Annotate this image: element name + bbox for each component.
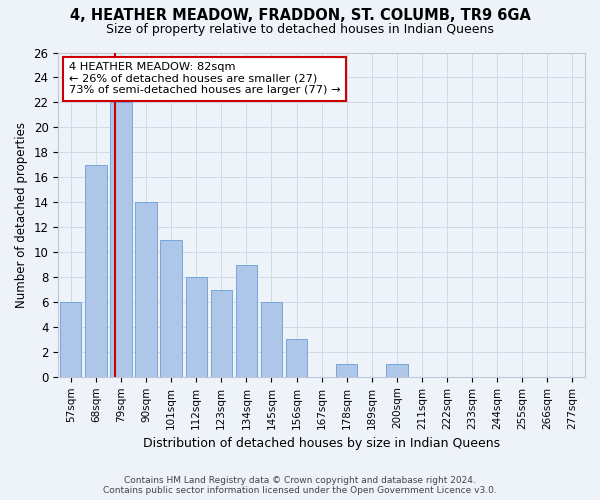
Bar (386, 364, 407, 377)
Bar (185, 277, 207, 377)
Bar (110, 102, 131, 377)
Bar (211, 290, 232, 377)
Y-axis label: Number of detached properties: Number of detached properties (15, 122, 28, 308)
Bar (60, 302, 82, 377)
Bar (136, 202, 157, 377)
Text: Contains HM Land Registry data © Crown copyright and database right 2024.
Contai: Contains HM Land Registry data © Crown c… (103, 476, 497, 495)
Bar (261, 302, 282, 377)
Bar (236, 264, 257, 377)
Text: 4, HEATHER MEADOW, FRADDON, ST. COLUMB, TR9 6GA: 4, HEATHER MEADOW, FRADDON, ST. COLUMB, … (70, 8, 530, 22)
Bar (85, 165, 107, 377)
Bar (336, 364, 358, 377)
Bar (160, 240, 182, 377)
X-axis label: Distribution of detached houses by size in Indian Queens: Distribution of detached houses by size … (143, 437, 500, 450)
Text: Size of property relative to detached houses in Indian Queens: Size of property relative to detached ho… (106, 22, 494, 36)
Bar (286, 340, 307, 377)
Text: 4 HEATHER MEADOW: 82sqm
← 26% of detached houses are smaller (27)
73% of semi-de: 4 HEATHER MEADOW: 82sqm ← 26% of detache… (69, 62, 340, 96)
